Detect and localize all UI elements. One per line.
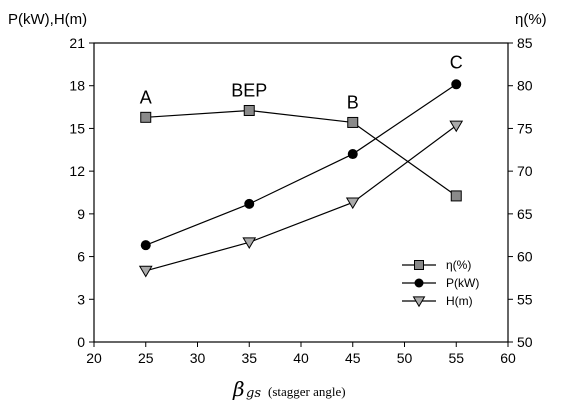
- x-tick-label: 55: [448, 350, 464, 366]
- series-line: [145, 125, 457, 272]
- x-axis-title: β gs (stagger angle): [232, 377, 346, 401]
- right-y-tick-label: 70: [517, 163, 533, 179]
- data-point: [243, 104, 255, 116]
- data-point: [347, 149, 358, 160]
- right-y-tick-label: 85: [517, 35, 533, 51]
- series-3: [138, 120, 464, 278]
- x-tick-label: 60: [500, 350, 516, 366]
- x-axis-title-note: (stagger angle): [268, 384, 346, 399]
- data-point: [347, 116, 359, 128]
- x-tick-label: 30: [190, 350, 206, 366]
- data-point: [449, 120, 464, 133]
- right-y-tick-label: 60: [517, 249, 533, 265]
- x-axis-title-symbol: β: [232, 377, 245, 401]
- left-y-tick-label: 6: [77, 249, 85, 265]
- legend-label: P(kW): [446, 276, 479, 290]
- x-tick-label: 25: [138, 350, 154, 366]
- right-y-tick-label: 80: [517, 78, 533, 94]
- data-point: [450, 190, 462, 202]
- series-1: [140, 104, 462, 202]
- x-tick-label: 40: [293, 350, 309, 366]
- annotation-label: BEP: [231, 80, 267, 100]
- x-tick-label: 20: [86, 350, 102, 366]
- legend: η(%) P(kW) H(m): [402, 258, 479, 308]
- left-y-tick-label: 0: [77, 334, 85, 350]
- left-y-tick-label: 18: [69, 78, 85, 94]
- annotation-label: C: [450, 52, 463, 72]
- annotation-label: A: [140, 87, 152, 107]
- x-tick-label: 35: [241, 350, 257, 366]
- x-tick-label: 50: [397, 350, 413, 366]
- legend-label: η(%): [446, 258, 471, 272]
- right-y-tick-label: 75: [517, 120, 533, 136]
- legend-entry: η(%): [402, 258, 471, 272]
- left-y-tick-label: 3: [77, 291, 85, 307]
- x-axis-title-subscript: gs: [246, 386, 261, 401]
- series-layer: [138, 79, 464, 278]
- right-y-tick-label: 50: [517, 334, 533, 350]
- data-point: [244, 198, 255, 209]
- data-point: [451, 79, 462, 90]
- data-point: [242, 237, 257, 250]
- legend-label: H(m): [446, 294, 473, 308]
- data-point: [345, 197, 360, 210]
- right-y-tick-label: 55: [517, 291, 533, 307]
- left-y-tick-label: 15: [69, 120, 85, 136]
- annotations: A BEP B C: [140, 52, 463, 112]
- left-y-axis-title: P(kW),H(m): [8, 11, 87, 28]
- left-y-tick-label: 12: [69, 163, 85, 179]
- x-axis: 20 25 30 35 40 45 50 55 60: [86, 342, 516, 366]
- legend-entry: H(m): [402, 294, 473, 308]
- data-point: [140, 240, 151, 251]
- legend-entry: P(kW): [402, 276, 479, 290]
- legend-marker: [414, 260, 424, 270]
- series-2: [140, 79, 462, 251]
- right-y-axis: 50 55 60 65 70 75 80 85: [508, 35, 533, 350]
- right-y-axis-title: η(%): [515, 11, 547, 28]
- right-y-tick-label: 65: [517, 206, 533, 222]
- annotation-label: B: [347, 92, 359, 112]
- data-point: [138, 265, 153, 278]
- series-line: [145, 83, 457, 246]
- left-y-axis: 0 3 6 9 12 15 18 21: [69, 35, 94, 350]
- series-line: [145, 109, 457, 197]
- legend-marker: [414, 278, 424, 288]
- left-y-tick-label: 9: [77, 206, 85, 222]
- left-y-tick-label: 21: [69, 35, 85, 51]
- data-point: [140, 111, 152, 123]
- legend-marker: [412, 296, 426, 308]
- x-tick-label: 45: [345, 350, 361, 366]
